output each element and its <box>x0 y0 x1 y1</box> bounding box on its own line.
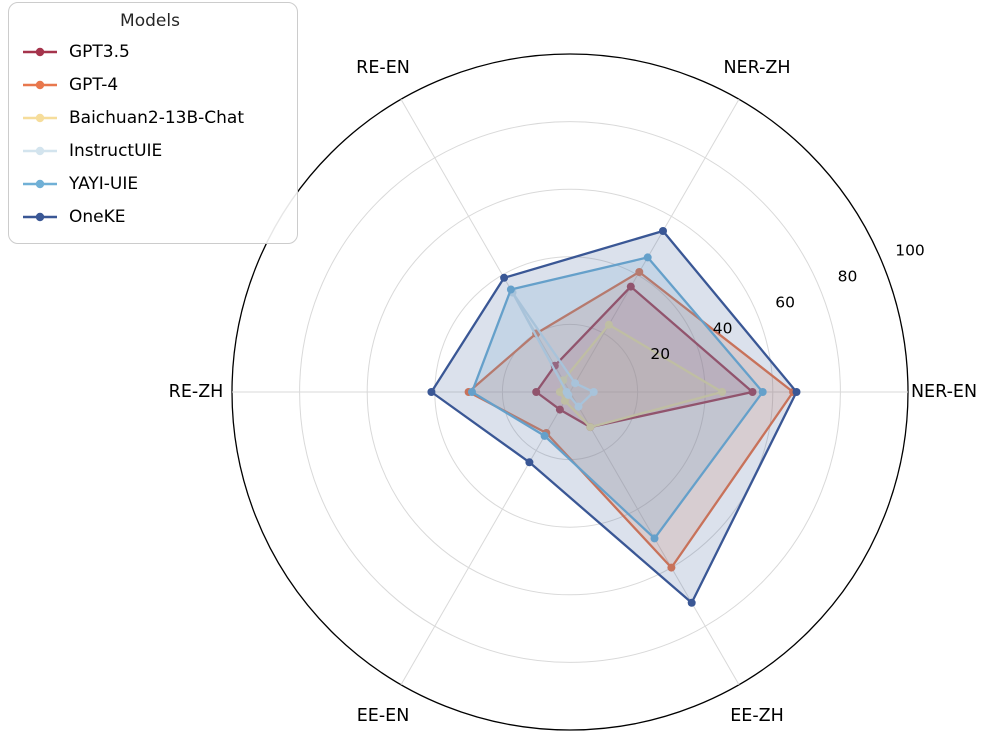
axis-label-ee-en: EE-EN <box>357 706 410 726</box>
data-point-marker-gpt3-5 <box>532 388 541 396</box>
legend-item-label: Baichuan2-13B-Chat <box>69 107 244 128</box>
legend-item-gpt-4: GPT-4 <box>21 68 279 101</box>
axis-label-re-zh: RE-ZH <box>169 382 224 402</box>
legend-item-label: InstructUIE <box>69 140 163 161</box>
axis-label-re-en: RE-EN <box>356 58 410 78</box>
data-point-marker-gpt3-5 <box>748 388 757 396</box>
legend-item-label: YAYI-UIE <box>69 173 139 194</box>
legend-line-marker-icon <box>23 146 57 155</box>
data-point-marker-instructuie <box>564 390 573 399</box>
data-point-marker-baichuan2-13b-chat <box>555 388 564 396</box>
data-point-marker-baichuan2-13b-chat <box>718 388 727 396</box>
data-point-marker-gpt-4 <box>635 268 644 276</box>
legend-item-label: OneKE <box>69 206 126 227</box>
data-point-marker-baichuan2-13b-chat <box>604 320 613 329</box>
data-point-marker-yayi-uie <box>650 534 659 543</box>
radial-tick-label: 20 <box>650 345 670 363</box>
data-point-marker-oneke <box>659 227 667 235</box>
axis-spoke-ner-zh <box>569 99 740 393</box>
data-point-marker-oneke <box>525 458 534 467</box>
data-point-marker-oneke <box>500 273 509 282</box>
radial-tick-label: 80 <box>838 268 858 286</box>
data-point-marker-gpt3-5 <box>626 282 635 291</box>
axis-label-ner-en: NER-EN <box>911 382 977 402</box>
data-point-marker-gpt3-5 <box>555 405 564 414</box>
legend-line-marker-icon <box>23 113 57 122</box>
axis-spoke-ee-en <box>400 391 571 685</box>
legend-items: GPT3.5 GPT-4 Baichuan2-13B-Chat InstructUIE… <box>21 35 279 233</box>
data-point-marker-baichuan2-13b-chat <box>560 396 569 405</box>
legend-title: Models <box>120 11 180 31</box>
legend-line-marker-icon <box>23 179 57 188</box>
data-point-marker-oneke <box>427 388 436 396</box>
legend: Models GPT3.5 GPT-4 Baichuan2-13B-Chat Inst… <box>8 2 298 244</box>
radial-tick-label: 40 <box>713 319 733 337</box>
axis-spoke-re-en <box>400 99 571 393</box>
legend-line-marker-icon <box>23 80 57 89</box>
data-point-marker-instructuie <box>574 402 583 411</box>
legend-item-instructuie: InstructUIE <box>21 134 279 167</box>
legend-item-gpt3-5: GPT3.5 <box>21 35 279 68</box>
data-point-marker-gpt-4 <box>667 563 676 572</box>
legend-item-baichuan2-13b-chat: Baichuan2-13B-Chat <box>21 101 279 134</box>
series-fill-oneke <box>431 231 797 603</box>
data-point-marker-baichuan2-13b-chat <box>586 423 595 432</box>
legend-item-yayi-uie: YAYI-UIE <box>21 167 279 200</box>
series-fill-instructuie <box>512 292 594 407</box>
legend-line-marker-icon <box>23 47 57 56</box>
legend-item-label: GPT3.5 <box>69 41 130 62</box>
radial-tick-label: 60 <box>775 293 795 311</box>
data-point-marker-yayi-uie <box>506 285 515 294</box>
data-point-marker-yayi-uie <box>643 253 652 262</box>
radial-tick-label: 100 <box>895 242 925 260</box>
legend-item-oneke: OneKE <box>21 200 279 233</box>
data-point-marker-instructuie <box>571 379 580 388</box>
data-point-marker-yayi-uie <box>468 388 476 396</box>
data-point-marker-instructuie <box>589 388 598 396</box>
legend-item-label: GPT-4 <box>69 74 119 95</box>
data-point-marker-oneke <box>792 388 801 396</box>
series-fill-yayi-uie <box>472 257 763 539</box>
data-point-marker-oneke <box>687 598 696 607</box>
legend-line-marker-icon <box>23 212 57 221</box>
data-point-marker-yayi-uie <box>540 431 549 440</box>
series-fill-baichuan2-13b-chat <box>559 324 723 428</box>
axis-label-ee-zh: EE-ZH <box>730 706 784 726</box>
data-point-marker-yayi-uie <box>758 388 767 396</box>
axis-label-ner-zh: NER-ZH <box>723 58 790 78</box>
